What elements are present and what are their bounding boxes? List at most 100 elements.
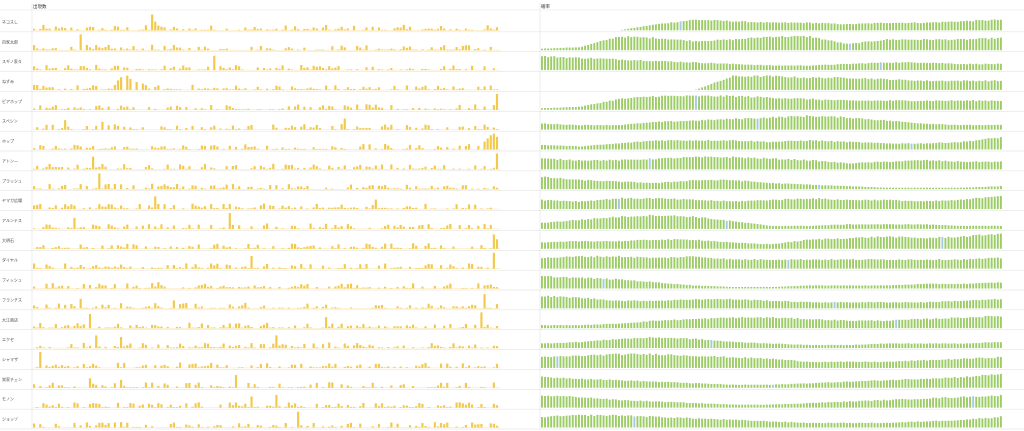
probability-bar: [562, 377, 565, 388]
count-bar: [343, 165, 346, 170]
probability-bar: [574, 146, 577, 150]
count-bar: [172, 422, 175, 428]
probability-bar: [932, 359, 935, 368]
count-bar: [244, 287, 247, 289]
count-bar: [387, 49, 390, 51]
count-bar: [483, 166, 486, 170]
count-bar: [169, 106, 172, 110]
probability-bar: [642, 26, 645, 31]
count-bar: [82, 109, 85, 110]
count-bar: [163, 248, 166, 249]
count-bar: [179, 89, 182, 90]
probability-bar: [941, 21, 944, 31]
count-bar: [318, 128, 321, 130]
count-bar: [135, 68, 138, 71]
probability-bar: [932, 22, 935, 31]
count-bar: [489, 327, 492, 329]
probability-bar: [808, 184, 811, 190]
probability-bar: [642, 215, 645, 229]
probability-bar: [849, 237, 851, 249]
count-bar: [95, 403, 98, 408]
count-bar: [446, 285, 449, 289]
probability-bar: [839, 320, 842, 329]
probability-bar: [981, 81, 984, 90]
count-bar: [393, 85, 396, 90]
probability-bar: [645, 141, 648, 150]
count-bar: [203, 46, 207, 51]
probability-bar: [664, 60, 667, 71]
count-bar: [119, 379, 123, 388]
count-bar: [334, 346, 337, 349]
probability-bar: [627, 380, 630, 388]
probability-bar: [571, 179, 574, 190]
probability-bar: [571, 277, 574, 289]
count-bar: [408, 46, 412, 51]
probability-bar: [864, 119, 867, 130]
probability-bar: [636, 60, 639, 71]
probability-bar: [713, 219, 716, 229]
probability-bar: [574, 325, 577, 329]
row-label: プラッシュ: [2, 177, 22, 183]
count-bar: [101, 304, 104, 309]
probability-bar: [599, 199, 602, 210]
probability-bar: [611, 399, 614, 408]
probability-bar: [642, 300, 645, 309]
probability-bar: [627, 181, 630, 190]
count-bar: [76, 323, 79, 329]
count-bar: [179, 327, 182, 329]
count-bar: [408, 226, 412, 229]
probability-bar: [836, 345, 839, 349]
probability-bar: [624, 280, 627, 289]
count-bar: [132, 426, 135, 428]
probability-bar: [602, 58, 605, 71]
probability-bar: [725, 318, 728, 329]
probability-bar: [799, 301, 802, 309]
count-bar: [172, 265, 175, 269]
probability-bar: [981, 125, 984, 130]
probability-bar: [852, 78, 854, 90]
probability-bar: [885, 120, 888, 130]
probability-bar: [895, 361, 898, 368]
count-bar: [452, 266, 455, 269]
count-bar: [272, 205, 275, 210]
probability-bar: [676, 239, 679, 249]
probability-bar: [885, 143, 888, 150]
probability-bar: [772, 116, 774, 130]
count-bar: [113, 227, 116, 229]
probability-bar: [571, 325, 574, 329]
count-bar: [377, 363, 381, 368]
probability-bar: [953, 300, 956, 309]
count-bar: [67, 65, 70, 71]
probability-bar: [815, 403, 818, 408]
count-bar: [166, 345, 169, 349]
probability-bar: [938, 225, 941, 229]
count-bar: [70, 27, 73, 31]
probability-bar: [793, 116, 796, 130]
count-bar: [325, 187, 328, 190]
probability-bar: [892, 399, 895, 408]
probability-bar: [824, 78, 827, 90]
count-bar: [318, 247, 321, 249]
probability-bar: [587, 277, 590, 289]
probability-bar: [710, 20, 713, 31]
probability-bar: [827, 302, 830, 309]
probability-bar: [867, 285, 870, 289]
count-bar: [126, 208, 129, 210]
probability-bar: [614, 181, 617, 190]
probability-bar: [556, 395, 559, 408]
count-bar: [436, 49, 440, 51]
count-bar: [352, 345, 356, 349]
probability-bar: [793, 22, 796, 31]
probability-bar: [941, 200, 944, 210]
count-bar: [231, 224, 234, 229]
probability-bar: [568, 201, 571, 210]
count-bar: [278, 383, 281, 388]
probability-bar: [750, 243, 753, 249]
probability-bar: [839, 141, 842, 150]
count-bar: [126, 168, 129, 170]
probability-bar: [904, 62, 907, 71]
count-bar: [241, 208, 244, 210]
count-bar: [151, 168, 154, 170]
probability-bar: [882, 78, 885, 90]
count-bar: [303, 148, 306, 150]
